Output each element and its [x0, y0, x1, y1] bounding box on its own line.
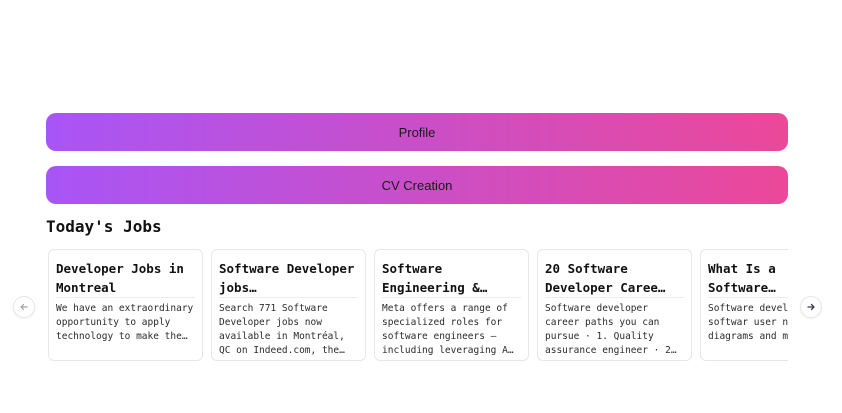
arrow-left-icon [19, 302, 29, 312]
job-card[interactable]: Software Developer jobs… Search 771 Soft… [211, 249, 366, 361]
profile-button-label: Profile [398, 124, 436, 140]
job-card-title: Software Engineering &… [382, 259, 521, 298]
todays-jobs-heading: Today's Jobs [46, 217, 162, 236]
job-card-title: 20 Software Developer Caree… [545, 259, 684, 298]
job-card-description: We have an extraordinary opportunity to … [56, 303, 194, 342]
job-card[interactable]: Software Engineering &… Meta offers a ra… [374, 249, 529, 361]
job-card-description: Search 771 Software Developer jobs now a… [219, 303, 345, 356]
job-card-description: Meta offers a range of specialized roles… [382, 303, 514, 356]
cv-creation-button-label: CV Creation [381, 177, 453, 193]
carousel-prev-button[interactable] [13, 296, 35, 318]
job-card[interactable]: 20 Software Developer Caree… Software de… [537, 249, 692, 361]
cv-creation-button[interactable]: CV Creation [46, 166, 788, 204]
job-card-title: Software Developer jobs… [219, 259, 358, 298]
profile-button[interactable]: Profile [46, 113, 788, 151]
job-card-description: Software devel create softwar user needs… [708, 303, 788, 342]
job-card-description: Software developer career paths you can … [545, 303, 677, 356]
jobs-carousel[interactable]: Developer Jobs in Montreal We have an ex… [46, 249, 788, 363]
arrow-right-icon [806, 302, 816, 312]
jobs-carousel-track: Developer Jobs in Montreal We have an ex… [46, 249, 788, 361]
carousel-next-button[interactable] [800, 296, 822, 318]
job-card-title: Developer Jobs in Montreal [56, 259, 195, 298]
job-card[interactable]: What Is a Software… Software devel creat… [700, 249, 788, 361]
job-card[interactable]: Developer Jobs in Montreal We have an ex… [48, 249, 203, 361]
job-card-title: What Is a Software… [708, 259, 788, 298]
